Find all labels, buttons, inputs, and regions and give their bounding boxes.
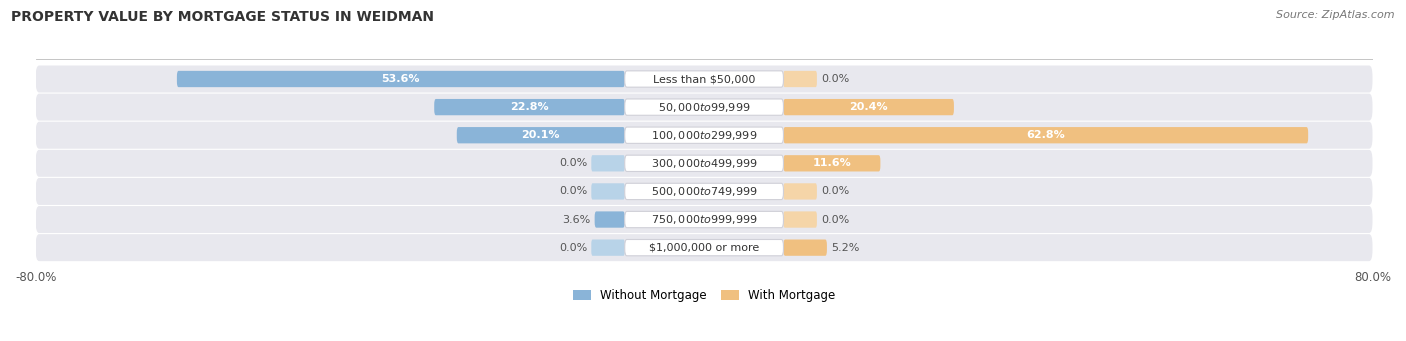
Text: 11.6%: 11.6% <box>813 158 851 168</box>
Text: 5.2%: 5.2% <box>831 243 859 253</box>
Text: $100,000 to $299,999: $100,000 to $299,999 <box>651 129 758 142</box>
Text: PROPERTY VALUE BY MORTGAGE STATUS IN WEIDMAN: PROPERTY VALUE BY MORTGAGE STATUS IN WEI… <box>11 10 434 24</box>
FancyBboxPatch shape <box>624 211 783 228</box>
FancyBboxPatch shape <box>35 178 1372 205</box>
FancyBboxPatch shape <box>624 127 783 143</box>
Text: 0.0%: 0.0% <box>821 187 849 196</box>
FancyBboxPatch shape <box>35 234 1372 261</box>
Text: Less than $50,000: Less than $50,000 <box>652 74 755 84</box>
Text: 0.0%: 0.0% <box>821 214 849 224</box>
FancyBboxPatch shape <box>783 239 827 256</box>
Text: 62.8%: 62.8% <box>1026 130 1066 140</box>
Text: 0.0%: 0.0% <box>558 187 588 196</box>
Text: $300,000 to $499,999: $300,000 to $499,999 <box>651 157 758 170</box>
FancyBboxPatch shape <box>434 99 624 115</box>
Text: Source: ZipAtlas.com: Source: ZipAtlas.com <box>1277 10 1395 20</box>
FancyBboxPatch shape <box>592 155 624 172</box>
Text: 22.8%: 22.8% <box>510 102 548 112</box>
FancyBboxPatch shape <box>624 71 783 87</box>
Text: 0.0%: 0.0% <box>821 74 849 84</box>
Text: $50,000 to $99,999: $50,000 to $99,999 <box>658 101 751 114</box>
FancyBboxPatch shape <box>592 183 624 199</box>
FancyBboxPatch shape <box>35 94 1372 121</box>
FancyBboxPatch shape <box>783 99 953 115</box>
Text: $500,000 to $749,999: $500,000 to $749,999 <box>651 185 758 198</box>
FancyBboxPatch shape <box>177 71 624 87</box>
FancyBboxPatch shape <box>35 65 1372 92</box>
FancyBboxPatch shape <box>35 150 1372 177</box>
Text: 20.1%: 20.1% <box>522 130 560 140</box>
Legend: Without Mortgage, With Mortgage: Without Mortgage, With Mortgage <box>568 285 839 307</box>
FancyBboxPatch shape <box>624 239 783 256</box>
Text: $750,000 to $999,999: $750,000 to $999,999 <box>651 213 758 226</box>
Text: 3.6%: 3.6% <box>562 214 591 224</box>
FancyBboxPatch shape <box>624 99 783 115</box>
FancyBboxPatch shape <box>457 127 624 143</box>
Text: $1,000,000 or more: $1,000,000 or more <box>650 243 759 253</box>
FancyBboxPatch shape <box>783 155 880 172</box>
FancyBboxPatch shape <box>592 239 624 256</box>
Text: 53.6%: 53.6% <box>381 74 420 84</box>
Text: 20.4%: 20.4% <box>849 102 889 112</box>
FancyBboxPatch shape <box>624 155 783 172</box>
Text: 0.0%: 0.0% <box>558 158 588 168</box>
FancyBboxPatch shape <box>783 127 1308 143</box>
FancyBboxPatch shape <box>783 211 817 228</box>
FancyBboxPatch shape <box>783 183 817 199</box>
Text: 0.0%: 0.0% <box>558 243 588 253</box>
FancyBboxPatch shape <box>35 206 1372 233</box>
FancyBboxPatch shape <box>624 183 783 199</box>
FancyBboxPatch shape <box>35 122 1372 149</box>
FancyBboxPatch shape <box>595 211 624 228</box>
FancyBboxPatch shape <box>783 71 817 87</box>
